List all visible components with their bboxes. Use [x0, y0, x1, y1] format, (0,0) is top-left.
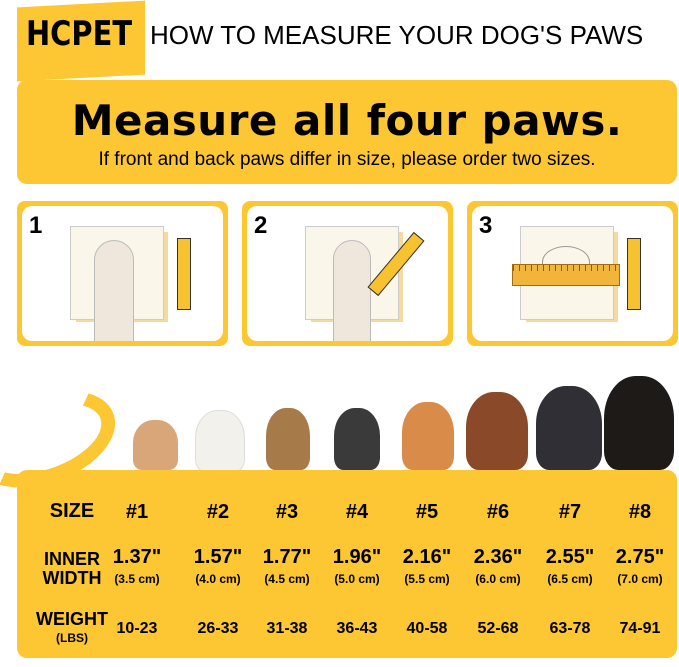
ruler-icon — [512, 264, 620, 286]
dog-paw-icon — [333, 240, 371, 341]
step-number: 3 — [479, 212, 493, 239]
inner-width-cm: (6.0 cm) — [475, 572, 521, 586]
width-label-line1: INNER — [43, 549, 100, 569]
size-value: #6 — [486, 501, 510, 523]
bichon-dog-image — [195, 410, 245, 472]
inner-width-inches: 1.57" — [193, 546, 243, 568]
size-row-label: SIZE — [49, 500, 95, 522]
inner-width-cm: (4.5 cm) — [264, 572, 310, 586]
width-row-label: INNER WIDTH — [17, 550, 127, 588]
size-value: #5 — [415, 501, 439, 523]
weight-range: 40-58 — [406, 620, 448, 637]
inner-width-cm: (7.0 cm) — [617, 572, 663, 586]
shiba-dog-image — [402, 402, 454, 470]
size-value: #4 — [345, 501, 369, 523]
weight-range: 63-78 — [549, 620, 591, 637]
dog-paw-icon — [94, 240, 134, 341]
weight-range: 10-23 — [116, 620, 158, 637]
pencil-icon — [627, 238, 641, 310]
inner-width-inches: 1.77" — [262, 546, 312, 568]
pencil-icon — [177, 238, 191, 310]
australian-shepherd-dog-image — [466, 392, 528, 470]
inner-width-cm: (4.0 cm) — [195, 572, 241, 586]
brand-logo: HCPET — [26, 14, 133, 54]
inner-width-cm: (6.5 cm) — [547, 572, 593, 586]
step-number: 2 — [254, 212, 268, 239]
step-2-panel: 2 — [242, 201, 453, 346]
size-chart-table: SIZE INNER WIDTH WEIGHT (LBS) #1 1.37" (3.… — [17, 470, 677, 658]
weight-range: 52-68 — [477, 620, 519, 637]
rottweiler-dog-image — [604, 376, 674, 470]
weight-label: WEIGHT — [36, 609, 108, 629]
width-label-line2: WIDTH — [42, 568, 102, 588]
weight-range: 74-91 — [619, 620, 661, 637]
page-title: HOW TO MEASURE YOUR DOG'S PAWS — [150, 20, 644, 50]
size-value: #2 — [206, 501, 230, 523]
step-3-panel: 3 — [467, 201, 678, 346]
weight-row-label: WEIGHT (LBS) — [17, 610, 127, 648]
size-value: #3 — [275, 501, 299, 523]
weight-range: 36-43 — [336, 620, 378, 637]
banner-subtitle: If front and back paws differ in size, p… — [98, 149, 596, 170]
husky-dog-image — [536, 386, 602, 470]
inner-width-cm: (5.5 cm) — [404, 572, 450, 586]
weight-unit-label: (LBS) — [56, 631, 88, 645]
weight-range: 26-33 — [197, 620, 239, 637]
inner-width-cm: (5.0 cm) — [334, 572, 380, 586]
inner-width-inches: 2.36" — [473, 546, 523, 568]
inner-width-inches: 1.37" — [112, 546, 162, 568]
weight-range: 31-38 — [266, 620, 308, 637]
yorkie-dog-image — [266, 408, 310, 470]
inner-width-cm: (3.5 cm) — [114, 572, 160, 586]
inner-width-inches: 1.96" — [332, 546, 382, 568]
schnauzer-dog-image — [334, 408, 380, 470]
size-value: #1 — [125, 501, 149, 523]
step-number: 1 — [29, 212, 43, 239]
chihuahua-dog-image — [133, 420, 178, 470]
inner-width-inches: 2.75" — [615, 546, 665, 568]
banner-title: Measure all four paws. — [71, 96, 623, 145]
step-1-panel: 1 — [17, 201, 228, 346]
size-value: #8 — [628, 501, 652, 523]
inner-width-inches: 2.55" — [545, 546, 595, 568]
inner-width-inches: 2.16" — [402, 546, 452, 568]
instruction-banner: Measure all four paws. If front and back… — [17, 80, 677, 184]
size-value: #7 — [558, 501, 582, 523]
